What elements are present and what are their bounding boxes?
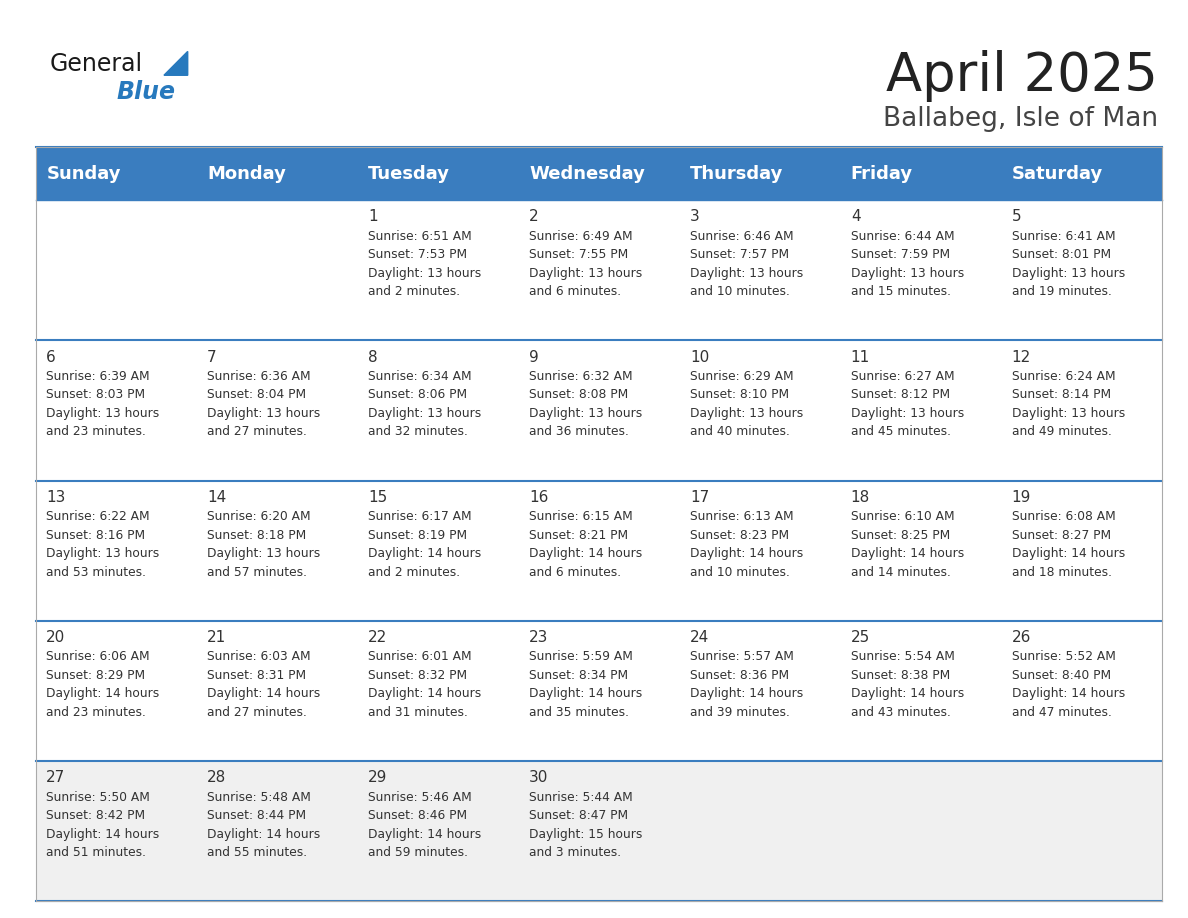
Text: 7: 7 xyxy=(207,350,217,364)
Bar xyxy=(518,147,680,200)
Text: Sunrise: 6:10 AM
Sunset: 8:25 PM
Daylight: 14 hours
and 14 minutes.: Sunrise: 6:10 AM Sunset: 8:25 PM Dayligh… xyxy=(851,510,963,578)
Bar xyxy=(36,481,1162,621)
Text: Sunrise: 5:44 AM
Sunset: 8:47 PM
Daylight: 15 hours
and 3 minutes.: Sunrise: 5:44 AM Sunset: 8:47 PM Dayligh… xyxy=(529,790,643,859)
Text: 5: 5 xyxy=(1012,209,1022,224)
Text: 17: 17 xyxy=(690,490,709,505)
Text: 19: 19 xyxy=(1012,490,1031,505)
Text: Sunrise: 6:22 AM
Sunset: 8:16 PM
Daylight: 13 hours
and 53 minutes.: Sunrise: 6:22 AM Sunset: 8:16 PM Dayligh… xyxy=(46,510,159,578)
Text: Sunrise: 5:52 AM
Sunset: 8:40 PM
Daylight: 14 hours
and 47 minutes.: Sunrise: 5:52 AM Sunset: 8:40 PM Dayligh… xyxy=(1012,650,1125,719)
Text: Sunrise: 5:54 AM
Sunset: 8:38 PM
Daylight: 14 hours
and 43 minutes.: Sunrise: 5:54 AM Sunset: 8:38 PM Dayligh… xyxy=(851,650,963,719)
Text: 11: 11 xyxy=(851,350,870,364)
Text: Saturday: Saturday xyxy=(1012,164,1102,183)
Text: 8: 8 xyxy=(368,350,378,364)
Text: 25: 25 xyxy=(851,630,870,645)
Text: 23: 23 xyxy=(529,630,549,645)
Text: Sunrise: 6:08 AM
Sunset: 8:27 PM
Daylight: 14 hours
and 18 minutes.: Sunrise: 6:08 AM Sunset: 8:27 PM Dayligh… xyxy=(1012,510,1125,578)
Bar xyxy=(358,147,518,200)
Text: 3: 3 xyxy=(690,209,700,224)
Text: Sunrise: 6:46 AM
Sunset: 7:57 PM
Daylight: 13 hours
and 10 minutes.: Sunrise: 6:46 AM Sunset: 7:57 PM Dayligh… xyxy=(690,230,803,298)
Text: 4: 4 xyxy=(851,209,860,224)
Text: Wednesday: Wednesday xyxy=(529,164,645,183)
Text: 13: 13 xyxy=(46,490,65,505)
Bar xyxy=(840,147,1001,200)
Text: Sunrise: 6:44 AM
Sunset: 7:59 PM
Daylight: 13 hours
and 15 minutes.: Sunrise: 6:44 AM Sunset: 7:59 PM Dayligh… xyxy=(851,230,963,298)
Text: 22: 22 xyxy=(368,630,387,645)
Text: Sunrise: 6:03 AM
Sunset: 8:31 PM
Daylight: 14 hours
and 27 minutes.: Sunrise: 6:03 AM Sunset: 8:31 PM Dayligh… xyxy=(207,650,321,719)
Text: Monday: Monday xyxy=(207,164,286,183)
Text: Sunrise: 6:49 AM
Sunset: 7:55 PM
Daylight: 13 hours
and 6 minutes.: Sunrise: 6:49 AM Sunset: 7:55 PM Dayligh… xyxy=(529,230,643,298)
Text: 9: 9 xyxy=(529,350,538,364)
Text: 24: 24 xyxy=(690,630,709,645)
Text: 20: 20 xyxy=(46,630,65,645)
Text: 28: 28 xyxy=(207,770,227,786)
Text: Sunrise: 6:41 AM
Sunset: 8:01 PM
Daylight: 13 hours
and 19 minutes.: Sunrise: 6:41 AM Sunset: 8:01 PM Dayligh… xyxy=(1012,230,1125,298)
Text: Tuesday: Tuesday xyxy=(368,164,450,183)
Text: Sunrise: 6:17 AM
Sunset: 8:19 PM
Daylight: 14 hours
and 2 minutes.: Sunrise: 6:17 AM Sunset: 8:19 PM Dayligh… xyxy=(368,510,481,578)
Text: Sunrise: 5:46 AM
Sunset: 8:46 PM
Daylight: 14 hours
and 59 minutes.: Sunrise: 5:46 AM Sunset: 8:46 PM Dayligh… xyxy=(368,790,481,859)
Text: Sunrise: 6:06 AM
Sunset: 8:29 PM
Daylight: 14 hours
and 23 minutes.: Sunrise: 6:06 AM Sunset: 8:29 PM Dayligh… xyxy=(46,650,159,719)
Text: Sunrise: 6:20 AM
Sunset: 8:18 PM
Daylight: 13 hours
and 57 minutes.: Sunrise: 6:20 AM Sunset: 8:18 PM Dayligh… xyxy=(207,510,321,578)
Text: 10: 10 xyxy=(690,350,709,364)
Text: Sunrise: 6:13 AM
Sunset: 8:23 PM
Daylight: 14 hours
and 10 minutes.: Sunrise: 6:13 AM Sunset: 8:23 PM Dayligh… xyxy=(690,510,803,578)
Text: 21: 21 xyxy=(207,630,227,645)
Text: General: General xyxy=(50,52,143,76)
Text: Sunrise: 6:32 AM
Sunset: 8:08 PM
Daylight: 13 hours
and 36 minutes.: Sunrise: 6:32 AM Sunset: 8:08 PM Dayligh… xyxy=(529,370,643,438)
Text: Friday: Friday xyxy=(851,164,912,183)
Text: 27: 27 xyxy=(46,770,65,786)
Text: April 2025: April 2025 xyxy=(886,50,1158,103)
Text: Blue: Blue xyxy=(116,80,176,104)
Text: 26: 26 xyxy=(1012,630,1031,645)
Text: Sunrise: 6:39 AM
Sunset: 8:03 PM
Daylight: 13 hours
and 23 minutes.: Sunrise: 6:39 AM Sunset: 8:03 PM Dayligh… xyxy=(46,370,159,438)
Text: Sunrise: 6:27 AM
Sunset: 8:12 PM
Daylight: 13 hours
and 45 minutes.: Sunrise: 6:27 AM Sunset: 8:12 PM Dayligh… xyxy=(851,370,963,438)
Bar xyxy=(36,147,196,200)
Text: Sunrise: 5:48 AM
Sunset: 8:44 PM
Daylight: 14 hours
and 55 minutes.: Sunrise: 5:48 AM Sunset: 8:44 PM Dayligh… xyxy=(207,790,321,859)
Text: 1: 1 xyxy=(368,209,378,224)
Text: Sunrise: 6:24 AM
Sunset: 8:14 PM
Daylight: 13 hours
and 49 minutes.: Sunrise: 6:24 AM Sunset: 8:14 PM Dayligh… xyxy=(1012,370,1125,438)
Text: Sunrise: 5:57 AM
Sunset: 8:36 PM
Daylight: 14 hours
and 39 minutes.: Sunrise: 5:57 AM Sunset: 8:36 PM Dayligh… xyxy=(690,650,803,719)
Text: 12: 12 xyxy=(1012,350,1031,364)
Bar xyxy=(36,621,1162,761)
Bar xyxy=(680,147,840,200)
Text: 29: 29 xyxy=(368,770,387,786)
Text: 18: 18 xyxy=(851,490,870,505)
Bar xyxy=(196,147,358,200)
Text: 6: 6 xyxy=(46,350,56,364)
Text: Thursday: Thursday xyxy=(690,164,783,183)
Bar xyxy=(36,200,1162,341)
Text: Ballabeg, Isle of Man: Ballabeg, Isle of Man xyxy=(883,106,1158,131)
Text: Sunrise: 6:36 AM
Sunset: 8:04 PM
Daylight: 13 hours
and 27 minutes.: Sunrise: 6:36 AM Sunset: 8:04 PM Dayligh… xyxy=(207,370,321,438)
Text: 14: 14 xyxy=(207,490,227,505)
Text: 2: 2 xyxy=(529,209,538,224)
Bar xyxy=(1001,147,1162,200)
Text: Sunrise: 6:15 AM
Sunset: 8:21 PM
Daylight: 14 hours
and 6 minutes.: Sunrise: 6:15 AM Sunset: 8:21 PM Dayligh… xyxy=(529,510,643,578)
Text: Sunrise: 6:51 AM
Sunset: 7:53 PM
Daylight: 13 hours
and 2 minutes.: Sunrise: 6:51 AM Sunset: 7:53 PM Dayligh… xyxy=(368,230,481,298)
Bar xyxy=(36,761,1162,901)
Text: Sunrise: 6:01 AM
Sunset: 8:32 PM
Daylight: 14 hours
and 31 minutes.: Sunrise: 6:01 AM Sunset: 8:32 PM Dayligh… xyxy=(368,650,481,719)
Bar xyxy=(36,341,1162,481)
Text: 16: 16 xyxy=(529,490,549,505)
Text: 30: 30 xyxy=(529,770,549,786)
Text: Sunrise: 6:29 AM
Sunset: 8:10 PM
Daylight: 13 hours
and 40 minutes.: Sunrise: 6:29 AM Sunset: 8:10 PM Dayligh… xyxy=(690,370,803,438)
Text: Sunrise: 6:34 AM
Sunset: 8:06 PM
Daylight: 13 hours
and 32 minutes.: Sunrise: 6:34 AM Sunset: 8:06 PM Dayligh… xyxy=(368,370,481,438)
Text: Sunrise: 5:59 AM
Sunset: 8:34 PM
Daylight: 14 hours
and 35 minutes.: Sunrise: 5:59 AM Sunset: 8:34 PM Dayligh… xyxy=(529,650,643,719)
Text: 15: 15 xyxy=(368,490,387,505)
Text: Sunrise: 5:50 AM
Sunset: 8:42 PM
Daylight: 14 hours
and 51 minutes.: Sunrise: 5:50 AM Sunset: 8:42 PM Dayligh… xyxy=(46,790,159,859)
Text: Sunday: Sunday xyxy=(46,164,121,183)
